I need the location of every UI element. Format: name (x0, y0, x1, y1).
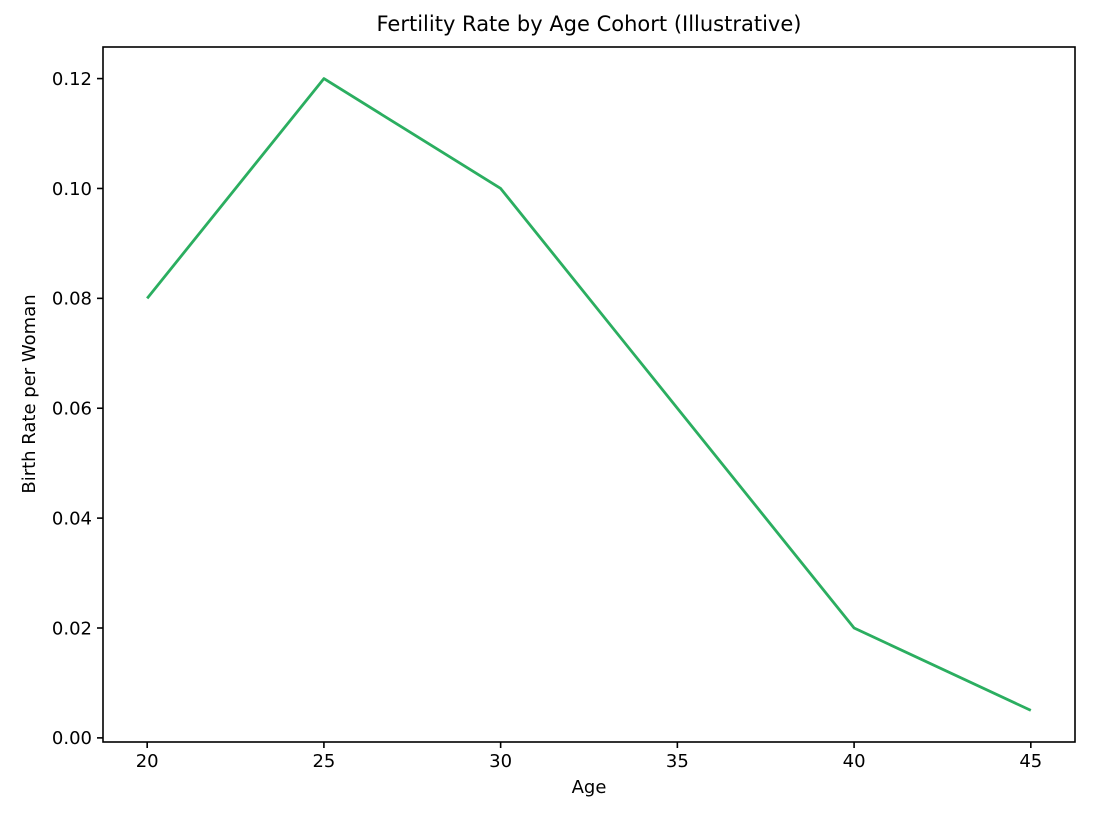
y-tick-label: 0.08 (52, 289, 92, 310)
y-tick-label: 0.00 (52, 728, 92, 749)
y-tick-label: 0.02 (52, 618, 92, 639)
chart-title: Fertility Rate by Age Cohort (Illustrati… (376, 12, 802, 36)
y-tick-label: 0.04 (52, 508, 92, 529)
y-tick-label: 0.10 (52, 179, 92, 200)
x-tick-label: 20 (136, 751, 159, 772)
fertility-line (146, 77, 1032, 712)
y-tick-label: 0.12 (52, 69, 92, 90)
x-tick-label: 40 (843, 751, 866, 772)
y-axis-label: Birth Rate per Woman (19, 294, 40, 494)
x-tick-label: 45 (1019, 751, 1042, 772)
x-tick-label: 35 (666, 751, 689, 772)
x-axis-label: Age (571, 777, 607, 798)
y-tick-label: 0.06 (52, 399, 92, 420)
x-tick-label: 25 (312, 751, 335, 772)
axes-frame (102, 46, 1076, 743)
x-tick-label: 30 (489, 751, 512, 772)
